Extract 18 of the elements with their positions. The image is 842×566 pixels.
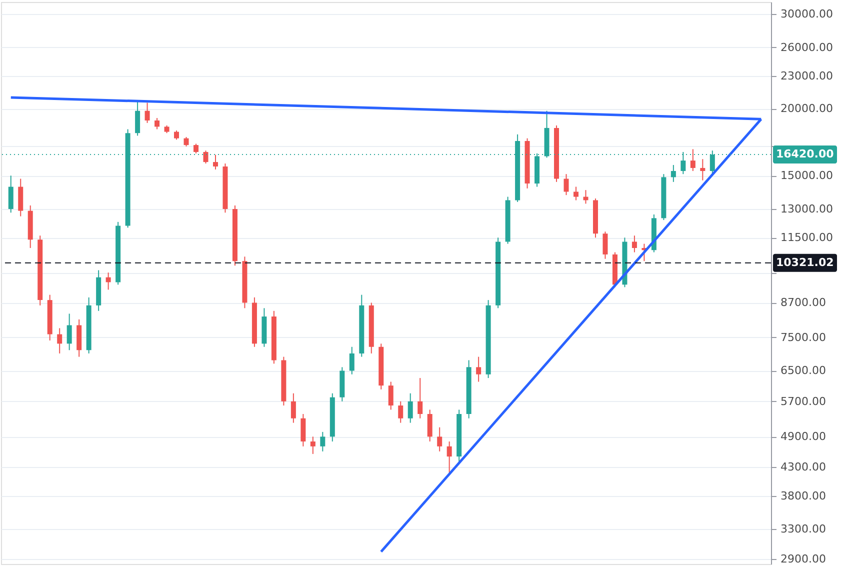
- y-tick-label: 3300.00: [780, 522, 826, 536]
- y-tick-label: 5700.00: [780, 394, 826, 408]
- y-tick-label: 13000.00: [780, 202, 833, 216]
- y-tick-label: 7500.00: [780, 330, 826, 344]
- y-tick-label: 11500.00: [780, 231, 833, 244]
- y-tick-label: 4300.00: [780, 460, 826, 474]
- y-tick-label: 8700.00: [780, 296, 826, 310]
- y-tick-label: 30000.00: [780, 7, 833, 20]
- y-tick-label: 26000.00: [780, 40, 833, 54]
- y-tick-label: 6500.00: [780, 364, 826, 378]
- y-tick-label: 20000.00: [780, 102, 833, 116]
- y-tick-label: 3800.00: [780, 489, 826, 502]
- y-tick-label: 23000.00: [780, 69, 833, 82]
- y-tick-label: 4900.00: [780, 430, 826, 444]
- ref-line-label: 16420.00: [776, 148, 834, 161]
- y-tick-label: 2900.00: [780, 552, 826, 566]
- ref-line-label: 10321.02: [776, 256, 834, 269]
- y-tick-label: 15000.00: [780, 169, 833, 182]
